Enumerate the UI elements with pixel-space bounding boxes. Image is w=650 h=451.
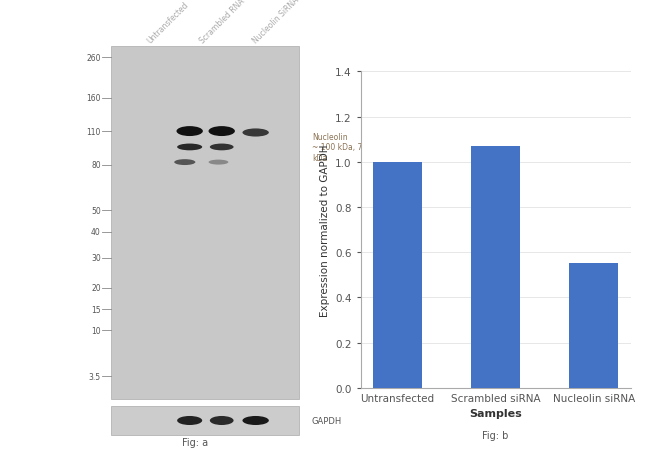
Ellipse shape xyxy=(242,129,269,137)
Ellipse shape xyxy=(177,127,203,137)
Bar xyxy=(111,47,299,399)
Text: Nucleolin
~ 100 kDa, 76.6
kDa: Nucleolin ~ 100 kDa, 76.6 kDa xyxy=(312,133,374,162)
Ellipse shape xyxy=(209,160,228,165)
Text: 110: 110 xyxy=(86,127,101,136)
X-axis label: Samples: Samples xyxy=(469,408,522,418)
Text: 40: 40 xyxy=(91,228,101,236)
Bar xyxy=(111,406,299,435)
Text: Fig: b: Fig: b xyxy=(482,430,508,440)
Text: GAPDH: GAPDH xyxy=(312,416,343,425)
Text: 15: 15 xyxy=(91,305,101,314)
Text: 80: 80 xyxy=(91,161,101,170)
Text: 30: 30 xyxy=(91,254,101,263)
Text: 160: 160 xyxy=(86,94,101,103)
Text: 10: 10 xyxy=(91,326,101,335)
Ellipse shape xyxy=(174,160,196,166)
Ellipse shape xyxy=(177,144,202,151)
Text: 20: 20 xyxy=(91,284,101,293)
Bar xyxy=(373,162,422,388)
Text: Scrambled RNA: Scrambled RNA xyxy=(198,0,247,45)
Text: 3.5: 3.5 xyxy=(88,372,101,381)
Text: 260: 260 xyxy=(86,53,101,62)
Text: 50: 50 xyxy=(91,207,101,216)
Text: Fig: a: Fig: a xyxy=(182,437,208,447)
Ellipse shape xyxy=(209,127,235,137)
Text: Untransfected: Untransfected xyxy=(146,0,190,45)
Ellipse shape xyxy=(210,416,233,425)
Y-axis label: Expression normalized to GAPDH: Expression normalized to GAPDH xyxy=(320,144,330,316)
Ellipse shape xyxy=(177,416,202,425)
Bar xyxy=(569,264,618,388)
Text: Nucleolin SiRNA: Nucleolin SiRNA xyxy=(251,0,301,45)
Ellipse shape xyxy=(210,144,233,151)
Ellipse shape xyxy=(242,416,269,425)
Bar xyxy=(471,147,520,388)
